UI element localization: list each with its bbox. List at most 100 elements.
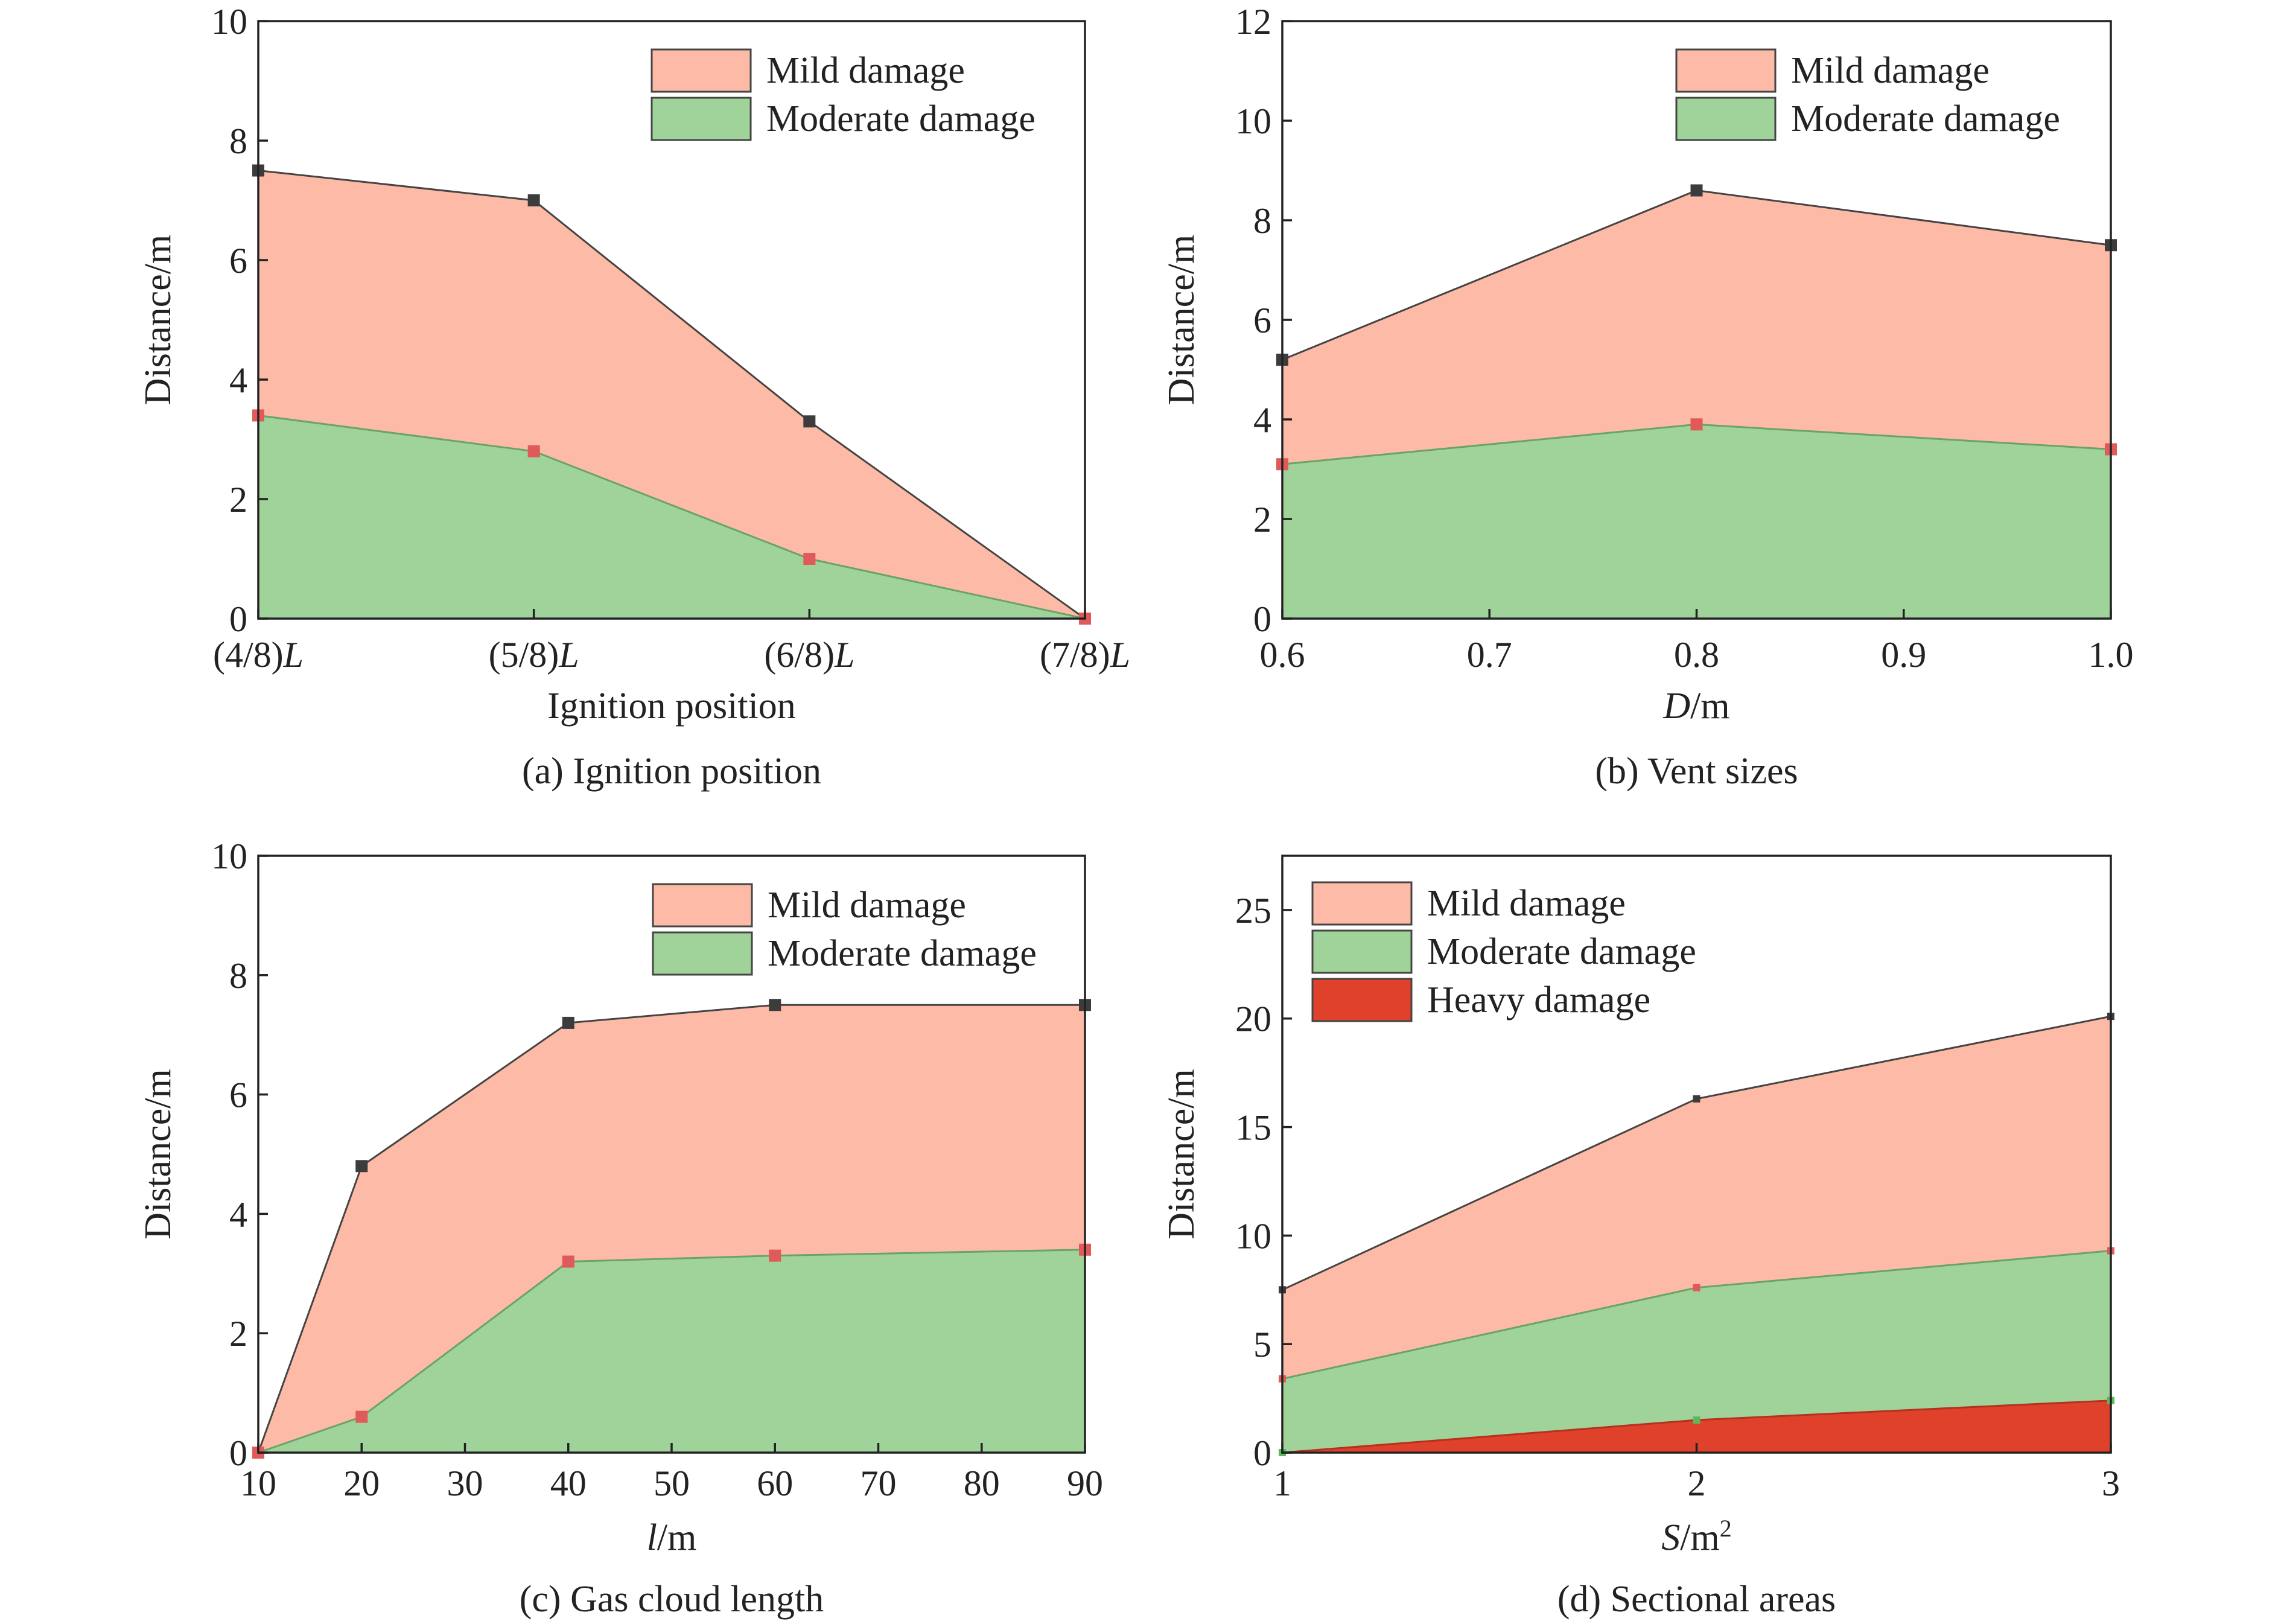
plot-frame: [257, 20, 1086, 620]
line-mild-a: [258, 170, 1086, 620]
point-mild-c: [769, 999, 781, 1011]
y-tick-label: 15: [1235, 1108, 1271, 1148]
point-moderate-a: [803, 553, 816, 565]
y-tick-label: 12: [1235, 2, 1271, 42]
legend-label-moderate: Moderate damage: [1427, 931, 1696, 972]
y-axis-label: Distance/m: [138, 1069, 179, 1239]
legend-label-moderate: Moderate damage: [768, 933, 1037, 974]
legend-label-mild: Mild damage: [766, 50, 965, 91]
x-tick-label: 80: [964, 1463, 1000, 1503]
y-tick-label: 0: [1253, 1433, 1271, 1473]
y-axis-label: Distance/m: [1161, 235, 1202, 405]
line-moderate-a: [258, 414, 1086, 620]
legend-label-heavy: Heavy damage: [1427, 979, 1650, 1021]
legend: Mild damage Moderate damage Heavy damage: [1311, 881, 1696, 1022]
x-tick-label: 1.0: [2089, 635, 2134, 675]
y-axis-label: Distance/m: [138, 235, 179, 405]
x-tick-label: (7/8)L: [1040, 635, 1130, 675]
x-tick-label: (6/8)L: [764, 635, 854, 675]
x-tick-label: 30: [447, 1463, 483, 1503]
y-tick-label: 10: [1235, 101, 1271, 141]
y-tick-label: 5: [1253, 1325, 1271, 1364]
legend-swatch-moderate: [1675, 97, 1777, 141]
panel-caption: (c) Gas cloud length: [520, 1579, 824, 1620]
panel-caption: (a) Ignition position: [522, 751, 821, 792]
point-mild-c: [562, 1016, 574, 1029]
legend-swatch-mild: [652, 883, 753, 928]
legend-swatch-heavy: [1311, 978, 1413, 1022]
legend: Mild damage Moderate damage: [651, 48, 1036, 141]
area-moderate-a: [258, 415, 1085, 619]
x-tick-label: 0.6: [1260, 635, 1305, 675]
area-heavy-d: [1282, 1400, 2111, 1453]
legend: Mild damage Moderate damage: [652, 883, 1037, 976]
x-tick-label: (4/8)L: [213, 635, 304, 675]
y-axis-label: Distance/m: [1161, 1069, 1202, 1239]
legend-swatch-moderate: [652, 931, 753, 976]
x-tick-label: 0.7: [1467, 635, 1512, 675]
y-tick-label: 10: [1235, 1216, 1271, 1256]
x-axis-label: l/m: [647, 1517, 697, 1558]
x-tick-label: 50: [654, 1463, 690, 1503]
y-tick-label: 4: [229, 360, 247, 400]
x-axis-label: D/m: [1662, 686, 1729, 727]
point-moderate-c: [562, 1255, 574, 1268]
x-axis-label: S/m2: [1661, 1515, 1731, 1559]
legend-swatch-mild: [651, 48, 752, 93]
y-tick-label: 6: [229, 241, 247, 281]
point-moderate-c: [355, 1410, 368, 1423]
y-tick-label: 8: [229, 956, 247, 996]
point-moderate-d: [1693, 1284, 1700, 1291]
legend-swatch-moderate: [651, 97, 752, 141]
x-tick-label: 90: [1067, 1463, 1103, 1503]
point-moderate-c: [769, 1249, 781, 1262]
x-tick-label: (5/8)L: [489, 635, 579, 675]
y-tick-label: 25: [1235, 891, 1271, 931]
legend-swatch-mild: [1675, 48, 1777, 93]
panel-caption: (b) Vent sizes: [1595, 751, 1798, 792]
point-mild-d: [1693, 1095, 1700, 1103]
legend-swatch-moderate: [1311, 929, 1413, 974]
legend-label-moderate: Moderate damage: [766, 98, 1036, 139]
y-tick-label: 20: [1235, 999, 1271, 1039]
legend-label-mild: Mild damage: [768, 885, 966, 926]
x-tick-label: 60: [757, 1463, 793, 1503]
point-mild-c: [355, 1160, 368, 1173]
x-tick-label: 0.8: [1674, 635, 1719, 675]
panel-caption: (d) Sectional areas: [1557, 1579, 1836, 1620]
x-tick-label: 70: [861, 1463, 897, 1503]
y-tick-label: 2: [1253, 500, 1271, 540]
x-tick-label: 20: [343, 1463, 380, 1503]
y-tick-label: 6: [1253, 301, 1271, 340]
y-tick-label: 10: [211, 836, 247, 876]
y-tick-label: 8: [1253, 201, 1271, 241]
x-tick-label: 3: [2102, 1463, 2120, 1503]
y-tick-label: 4: [1253, 400, 1271, 440]
legend-label-moderate: Moderate damage: [1791, 98, 2060, 139]
chart-panel-d: 0 5 10 15 20 25 1 2 3 S/m2 Distance/m (d) Sectional…: [1161, 855, 2120, 1620]
x-tick-label: 10: [240, 1463, 276, 1503]
y-tick-label: 0: [1253, 599, 1271, 639]
y-tick-label: 0: [229, 599, 247, 639]
legend-label-mild: Mild damage: [1427, 883, 1626, 924]
legend: Mild damage Moderate damage: [1675, 48, 2060, 141]
y-tick-label: 8: [229, 121, 247, 161]
legend-label-mild: Mild damage: [1791, 50, 1990, 91]
y-tick-label: 4: [229, 1194, 247, 1234]
y-tick-label: 10: [211, 2, 247, 42]
area-moderate-c: [258, 1249, 1085, 1453]
point-mild-a: [527, 194, 540, 206]
point-mild-b: [1690, 184, 1703, 197]
legend-swatch-mild: [1311, 881, 1413, 926]
point-mild-a: [803, 415, 816, 428]
area-moderate-b: [1282, 424, 2111, 619]
chart-panel-b: 0 2 4 6 8 10 12 0.6 0.7 0.8 0.9 1.0 D/m Distance/m (b)…: [1161, 2, 2134, 792]
x-tick-label: 1: [1273, 1463, 1291, 1503]
y-tick-label: 0: [229, 1433, 247, 1473]
y-tick-label: 2: [229, 1314, 247, 1354]
x-axis-label: Ignition position: [547, 686, 796, 727]
point-heavy-d: [1693, 1416, 1700, 1424]
y-tick-label: 6: [229, 1075, 247, 1115]
x-tick-label: 40: [550, 1463, 587, 1503]
